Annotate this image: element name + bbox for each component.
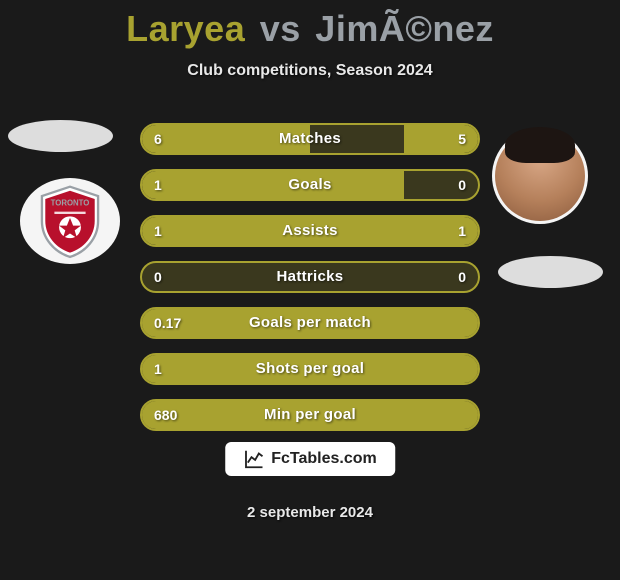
stat-value-left: 0.17 [154,309,181,337]
comparison-title: Laryea vs JimÃ©nez [0,0,620,50]
player1-name: Laryea [126,8,245,49]
stat-label: Hattricks [142,263,478,291]
chart-icon [243,448,265,470]
stat-row: Assists1 1 [140,215,480,247]
player2-name: JimÃ©nez [315,8,494,49]
stat-label: Goals [142,171,478,199]
stat-value-left: 1 [154,355,162,383]
stat-label: Shots per goal [142,355,478,383]
stat-value-right: 0 [458,171,466,199]
stat-row: Min per goal680 [140,399,480,431]
stat-value-right: 5 [458,125,466,153]
player1-placeholder-ellipse [8,120,113,152]
branding-badge: FcTables.com [225,442,395,476]
stat-label: Assists [142,217,478,245]
stat-value-left: 1 [154,217,162,245]
subtitle: Club competitions, Season 2024 [0,62,620,80]
branding-text: FcTables.com [271,450,377,468]
stat-value-left: 0 [154,263,162,291]
player1-team-badge: TORONTO [20,178,120,264]
stat-value-left: 6 [154,125,162,153]
stat-row: Shots per goal1 [140,353,480,385]
stat-label: Goals per match [142,309,478,337]
toronto-fc-crest-icon: TORONTO [31,182,109,260]
stat-row: Goals1 0 [140,169,480,201]
stat-value-right: 0 [458,263,466,291]
stat-row: Goals per match0.17 [140,307,480,339]
stat-value-right: 1 [458,217,466,245]
stat-value-left: 680 [154,401,177,429]
player-face-icon [495,131,585,221]
vs-text: vs [260,8,301,49]
stat-label: Min per goal [142,401,478,429]
stat-value-left: 1 [154,171,162,199]
stat-row: Matches6 5 [140,123,480,155]
stat-row: Hattricks0 0 [140,261,480,293]
player2-placeholder-ellipse [498,256,603,288]
player2-avatar [492,128,588,224]
svg-text:TORONTO: TORONTO [51,198,90,207]
date-text: 2 september 2024 [0,504,620,521]
stats-container: Matches65Goals10Assists11Hattricks00Goal… [140,123,480,445]
stat-label: Matches [142,125,478,153]
